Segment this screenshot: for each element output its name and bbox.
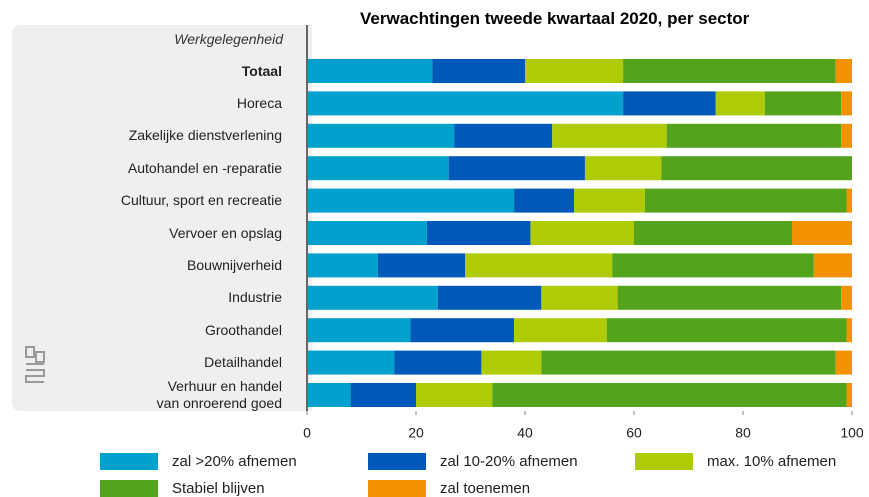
y-tick-label: Industrie [228,289,282,306]
chart-title: Verwachtingen tweede kwartaal 2020, per … [360,9,750,28]
legend-item: zal 10-20% afnemen [368,453,578,470]
bar-segment [448,156,585,181]
bar-segment [437,285,542,310]
legend-swatch [100,480,158,497]
y-tick-label: Bouwnijverheid [187,256,282,273]
x-tick-label: 100 [840,425,864,441]
bar-segment [307,383,351,407]
bar-segment [813,253,852,278]
y-tick-label: Horeca [236,94,282,111]
label-panel [12,25,312,411]
bar-segment [644,188,847,213]
legend-label: zal >20% afnemen [172,453,297,470]
bar-segment [454,123,553,148]
y-tick-label: Totaal [241,62,282,79]
x-tick-label: 20 [408,425,424,441]
bar-segment [307,91,624,116]
legend-label: max. 10% afnemen [707,453,837,470]
bar-segment [307,156,449,181]
bar-segment [481,350,542,375]
bar-segment [307,221,427,245]
bar-segment [530,221,634,245]
bar-segment [574,188,645,213]
bar-segment [617,285,842,310]
bar-segment [350,383,416,407]
bar-segment [416,383,493,407]
bar-segment [606,318,847,343]
logo [25,346,45,383]
bar-segment [634,221,793,245]
bar-segment [410,318,515,343]
legend-item: max. 10% afnemen [635,453,836,470]
bar-segment [307,59,433,83]
bar-segment [846,188,852,213]
y-axis-title: Werkgelegenheid [174,31,283,47]
y-tick-label: Detailhandel [204,354,282,371]
legend-label: Stabiel blijven [172,480,265,497]
y-tick-label: Zakelijke dienstverlening [128,127,282,144]
bar-segment [307,253,378,278]
bar-segment [307,188,515,213]
bar-segment [541,350,836,375]
bar-segment [514,188,575,213]
bar-segment [541,285,618,310]
bar-segment [764,91,842,116]
bar-segment [426,221,531,245]
y-tick-label: Groothandel [204,321,282,338]
bar-segment [623,91,716,116]
bar-segment [552,123,667,148]
legend-swatch [368,453,426,470]
y-tick-label: Autohandel en -reparatie [127,159,282,176]
bar-segment [666,123,842,148]
bar-segment [846,383,852,407]
legend-swatch [635,453,693,470]
legend-item: zal toenemen [368,480,530,497]
bar-segment [525,59,624,83]
bar-segment [432,59,525,83]
bar-segment [307,285,438,310]
bar-segment [394,350,482,375]
bar-segment [623,59,836,83]
x-tick-label: 80 [735,425,751,441]
legend-swatch [100,453,158,470]
bar-segment [584,156,662,181]
bar-segment [465,253,613,278]
bar-segment [841,285,852,310]
bar-segment [514,318,607,343]
x-tick-label: 0 [303,425,311,441]
bar-segment [307,318,411,343]
bar-segment [792,221,852,245]
bar-segment [307,123,455,148]
legend-label: zal 10-20% afnemen [440,453,578,470]
y-tick-label: Cultuur, sport en recreatie [120,192,282,209]
bar-segment [492,383,847,407]
legend-item: Stabiel blijven [100,480,265,497]
bar-segment [841,91,852,116]
legend-swatch [368,480,426,497]
y-tick-label: Vervoer en opslag [169,224,282,241]
y-tick-label: Verhuur en handel van onroerend goed [156,378,282,411]
bar-segment [835,350,852,375]
bar-segment [661,156,852,181]
bar-segment [841,123,852,148]
bar-segment [715,91,765,116]
bar-segment [612,253,814,278]
bar-segment [307,350,395,375]
x-tick-label: 40 [517,425,533,441]
x-tick-label: 60 [626,425,642,441]
bar-segment [377,253,466,278]
legend-label: zal toenemen [440,480,531,497]
bar-segment [835,59,852,83]
bar-segment [846,318,852,343]
legend-item: zal >20% afnemen [100,453,297,470]
